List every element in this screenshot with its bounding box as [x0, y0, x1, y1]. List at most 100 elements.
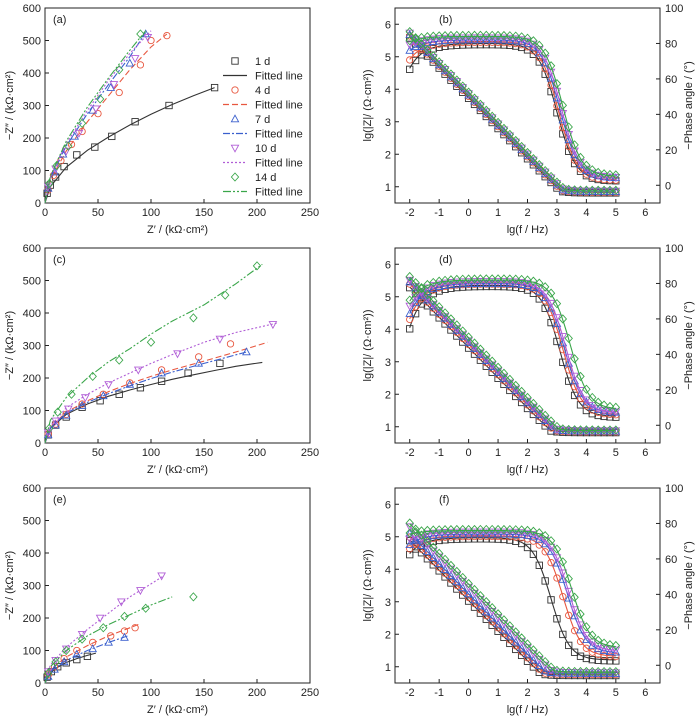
legend-label: Fitted line	[255, 100, 303, 112]
data-point	[52, 160, 61, 171]
impedance-fit-line	[409, 283, 616, 433]
impedance-point	[476, 601, 485, 610]
panel-label: (d)	[439, 254, 452, 266]
impedance-point	[523, 147, 532, 158]
y-tick-label: 300	[23, 341, 41, 353]
phase-point	[511, 279, 521, 288]
impedance-point	[605, 185, 615, 195]
phase-point	[587, 169, 597, 178]
data-point	[95, 614, 105, 623]
data-point	[194, 358, 204, 367]
data-point	[173, 350, 182, 359]
data-point	[220, 290, 230, 300]
impedance-point	[529, 153, 538, 164]
phase-point	[529, 283, 538, 292]
impedance-point	[417, 530, 426, 540]
impedance-point	[540, 165, 550, 176]
impedance-point	[511, 135, 520, 146]
phase-point	[529, 276, 538, 286]
impedance-point	[423, 45, 432, 55]
phase-point	[588, 392, 597, 403]
y2-tick-label: 40	[665, 349, 677, 361]
phase-point	[523, 543, 532, 552]
y2-tick-label: 20	[665, 145, 677, 157]
phase-point	[605, 646, 615, 655]
phase-point	[529, 550, 538, 558]
y-tick-label: 3	[385, 117, 391, 129]
phase-point	[452, 30, 462, 41]
phase-point	[458, 279, 468, 288]
data-point	[104, 381, 113, 390]
x-tick-label: 6	[642, 447, 648, 459]
phase-point	[487, 35, 497, 44]
fitted-line	[44, 87, 215, 204]
impedance-point	[505, 129, 515, 140]
x-tick-label: 0	[42, 207, 48, 219]
phase-point	[476, 34, 485, 43]
phase-point	[452, 35, 462, 44]
data-point	[77, 631, 87, 639]
phase-point	[470, 274, 479, 284]
y-tick-label: 6	[385, 259, 391, 271]
fitted-line	[44, 32, 147, 204]
phase-point	[558, 314, 568, 324]
x-tick-label: 5	[613, 687, 619, 699]
phase-point	[611, 647, 621, 656]
impedance-point	[434, 548, 444, 558]
y-tick-label: 600	[23, 483, 41, 495]
legend-marker	[231, 57, 239, 65]
phase-point	[558, 557, 568, 567]
x-tick-label: 50	[92, 207, 104, 219]
y-tick-label: 4	[385, 324, 391, 336]
phase-point	[534, 284, 544, 293]
x-tick-label: 1	[495, 447, 501, 459]
plot-frame	[394, 247, 661, 444]
phase-point	[481, 34, 491, 43]
phase-point	[434, 35, 444, 44]
phase-point	[535, 278, 544, 288]
y2-tick-label: 40	[665, 589, 677, 601]
data-point	[98, 391, 108, 400]
phase-point	[428, 529, 438, 538]
impedance-point	[546, 662, 556, 672]
y-tick-label: 200	[23, 373, 41, 385]
data-point	[131, 118, 139, 126]
x-axis-label: lg(f / Hz)	[507, 704, 549, 716]
panel-label: (e)	[53, 494, 66, 506]
phase-point	[553, 337, 561, 346]
phase-point	[481, 278, 491, 286]
phase-point	[440, 525, 450, 535]
phase-point	[523, 530, 532, 539]
impedance-point	[546, 416, 556, 426]
phase-point	[452, 274, 462, 285]
data-point	[78, 127, 86, 136]
phase-point	[429, 31, 438, 41]
phase-point	[564, 353, 574, 362]
x-tick-label: 0	[466, 687, 472, 699]
x-tick-label: 1	[495, 207, 501, 219]
x-tick-label: 100	[142, 447, 160, 459]
phase-point	[517, 32, 526, 42]
phase-point	[593, 397, 603, 408]
data-point	[59, 657, 69, 666]
phase-point	[564, 574, 573, 584]
impedance-point	[499, 625, 509, 634]
x-axis-label: lg(f / Hz)	[507, 224, 549, 236]
x-tick-label: 150	[195, 687, 213, 699]
y2-tick-label: 20	[665, 625, 677, 637]
phase-point	[576, 387, 585, 396]
phase-point	[605, 640, 615, 650]
panel-label: (c)	[53, 254, 66, 266]
phase-point	[570, 606, 579, 615]
phase-point	[541, 577, 549, 585]
series-1d	[44, 359, 263, 444]
phase-point	[458, 529, 468, 538]
impedance-point	[476, 590, 485, 601]
phase-point	[565, 611, 573, 619]
phase-point	[411, 536, 420, 545]
data-point	[73, 655, 81, 664]
phase-point	[588, 165, 597, 175]
phase-point	[493, 278, 503, 287]
y2-axis-label: −Phase angle / (°)	[683, 541, 695, 629]
data-point	[88, 644, 98, 653]
